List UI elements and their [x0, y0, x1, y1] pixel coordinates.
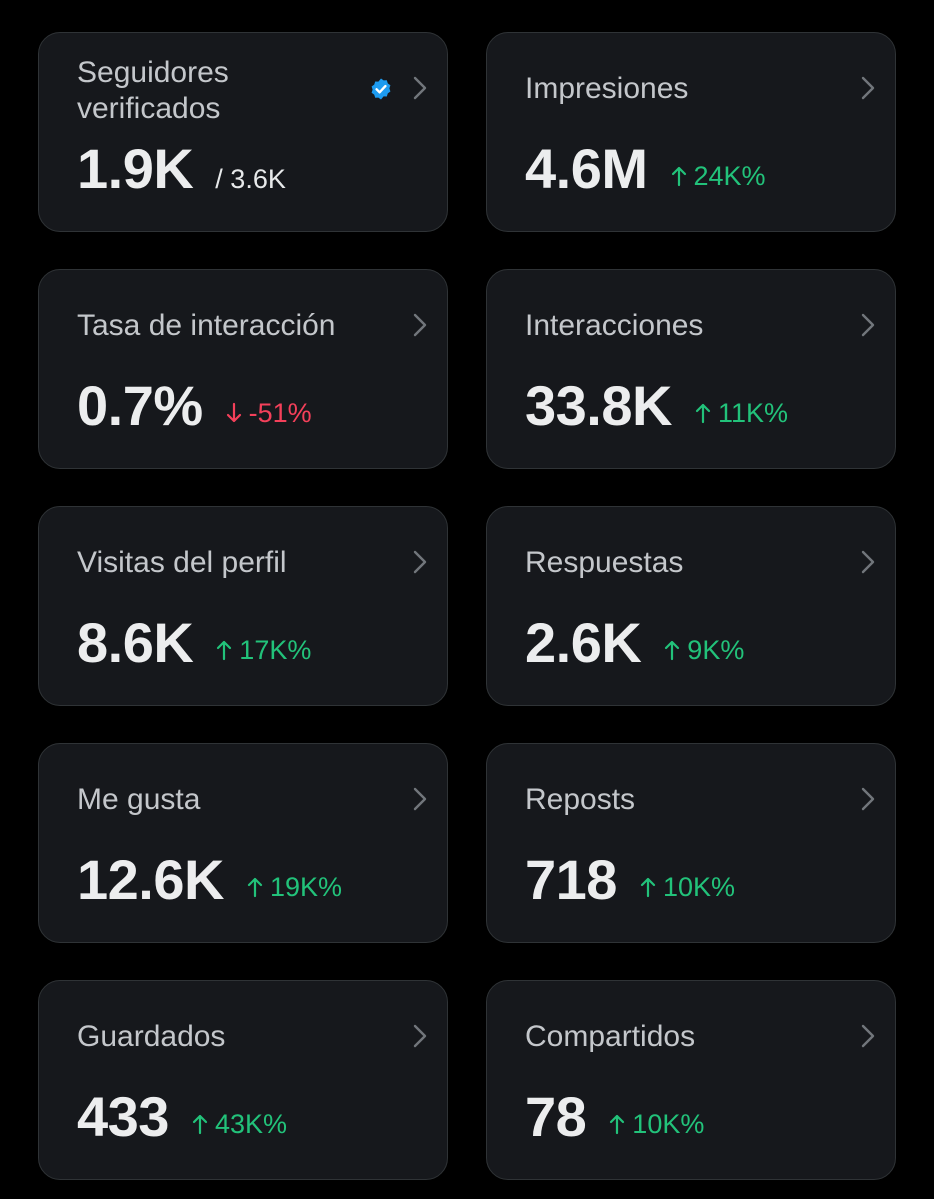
arrow-up-icon	[217, 640, 232, 661]
metric-change: 10K%	[639, 872, 735, 903]
arrow-up-icon	[192, 1114, 208, 1135]
metric-value-row: 0.7% -51%	[77, 374, 312, 438]
metric-value: 1.9K	[77, 137, 194, 200]
metric-value-row: 2.6K 9K%	[525, 611, 744, 675]
arrow-up-icon	[665, 640, 680, 661]
metric-card-engagement-rate[interactable]: Tasa de interacción 0.7% -51%	[38, 269, 448, 469]
metric-value-row: 12.6K 19K%	[77, 848, 342, 912]
metric-title: Interacciones	[525, 309, 704, 342]
metric-card-impressions[interactable]: Impresiones 4.6M 24K%	[486, 32, 896, 232]
verified-badge-icon	[371, 78, 391, 100]
metric-change-value: -51%	[248, 397, 312, 428]
metric-card-reposts[interactable]: Reposts 718 10K%	[486, 743, 896, 943]
metric-value-row: 8.6K 17K%	[77, 611, 311, 675]
metric-value: 433	[77, 1085, 169, 1148]
metric-card-engagements[interactable]: Interacciones 33.8K 11K%	[486, 269, 896, 469]
metric-title: Respuestas	[525, 546, 684, 579]
metric-change: 11K%	[694, 398, 788, 429]
metric-title: Visitas del perfil	[77, 546, 287, 579]
arrow-up-icon	[247, 877, 263, 898]
metric-title: Compartidos	[525, 1020, 696, 1053]
arrow-up-icon	[610, 1114, 625, 1135]
metric-title: Guardados	[77, 1020, 226, 1053]
metric-change-value: 11K%	[717, 397, 788, 428]
metric-value-row: 33.8K 11K%	[525, 374, 788, 438]
metric-title: Tasa de interacción	[77, 309, 336, 342]
metric-change-value: 19K%	[269, 871, 342, 902]
metric-change: 43K%	[191, 1109, 287, 1140]
arrow-up-icon	[640, 877, 656, 898]
metric-change: 10K%	[608, 1109, 704, 1140]
metric-title: Seguidores verificados	[77, 56, 229, 125]
metric-card-likes[interactable]: Me gusta 12.6K 19K%	[38, 743, 448, 943]
metric-value: 33.8K	[525, 374, 672, 437]
metric-change: 17K%	[215, 635, 311, 666]
metric-change: 19K%	[246, 872, 342, 903]
metric-change-value: 24K%	[693, 160, 766, 191]
metric-change-value: 10K%	[662, 871, 735, 902]
metric-title: Me gusta	[77, 783, 201, 816]
metric-value: 4.6M	[525, 137, 648, 200]
metric-change-value: 43K%	[214, 1108, 287, 1139]
chevron-right-icon	[413, 76, 427, 100]
chevron-right-icon	[413, 550, 427, 574]
metric-value-row: 78 10K%	[525, 1085, 704, 1149]
metric-change-value: 10K%	[632, 1108, 705, 1139]
arrow-up-icon	[671, 166, 686, 187]
arrow-up-icon	[695, 403, 711, 424]
metric-value: 8.6K	[77, 611, 194, 674]
metric-card-profile-visits[interactable]: Visitas del perfil 8.6K 17K%	[38, 506, 448, 706]
metric-change-value: 17K%	[239, 634, 312, 665]
metric-change: 9K%	[663, 635, 744, 666]
metric-total: / 3.6K	[215, 164, 286, 194]
arrow-down-icon	[226, 402, 241, 423]
metric-card-replies[interactable]: Respuestas 2.6K 9K%	[486, 506, 896, 706]
metric-value-row: 718 10K%	[525, 848, 735, 912]
metric-value: 12.6K	[77, 848, 224, 911]
metric-value: 0.7%	[77, 374, 203, 437]
metric-card-verified-followers[interactable]: Seguidores verificados 1.9K / 3.6K	[38, 32, 448, 232]
chevron-right-icon	[861, 313, 875, 337]
metric-value-row: 1.9K / 3.6K	[77, 137, 286, 201]
metric-value-row: 4.6M 24K%	[525, 137, 766, 201]
chevron-right-icon	[413, 787, 427, 811]
metric-title: Impresiones	[525, 72, 689, 105]
chevron-right-icon	[413, 1024, 427, 1048]
metric-value: 718	[525, 848, 617, 911]
chevron-right-icon	[413, 313, 427, 337]
chevron-right-icon	[861, 787, 875, 811]
metric-value: 78	[525, 1085, 587, 1148]
metric-card-bookmarks[interactable]: Guardados 433 43K%	[38, 980, 448, 1180]
chevron-right-icon	[861, 1024, 875, 1048]
chevron-right-icon	[861, 550, 875, 574]
metric-change-value: 9K%	[687, 634, 745, 665]
metric-title: Reposts	[525, 783, 636, 816]
metric-change: 24K%	[670, 161, 766, 192]
metric-card-shares[interactable]: Compartidos 78 10K%	[486, 980, 896, 1180]
metrics-grid: Seguidores verificados 1.9K / 3.6K Impre…	[38, 32, 896, 1180]
chevron-right-icon	[861, 76, 875, 100]
metric-change: -51%	[225, 398, 312, 429]
metric-value: 2.6K	[525, 611, 642, 674]
metric-value-row: 433 43K%	[77, 1085, 287, 1149]
